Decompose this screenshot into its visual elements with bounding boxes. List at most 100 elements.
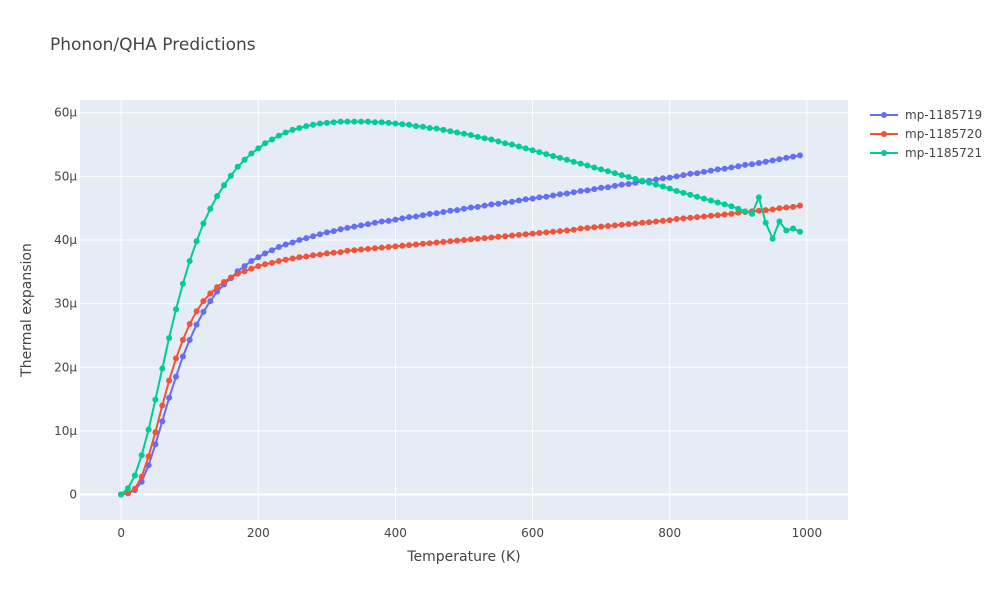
data-point — [721, 165, 728, 172]
data-point — [694, 193, 701, 200]
data-point — [515, 231, 522, 238]
data-point — [591, 224, 598, 231]
data-point — [701, 195, 707, 202]
legend-label: mp-1185720 — [905, 127, 982, 141]
data-point — [755, 207, 762, 214]
data-point — [358, 118, 365, 125]
data-point — [653, 181, 659, 188]
data-point — [488, 234, 495, 241]
data-point — [337, 226, 344, 233]
data-point — [563, 156, 570, 163]
data-point — [419, 123, 426, 130]
legend-item[interactable]: mp-1185720 — [870, 127, 982, 141]
data-point — [248, 258, 255, 264]
data-point — [337, 249, 344, 256]
data-point — [433, 239, 440, 246]
data-point — [138, 452, 145, 459]
data-point — [495, 138, 502, 145]
data-point — [639, 177, 646, 184]
data-point — [440, 209, 447, 215]
data-point — [557, 154, 563, 161]
data-point — [749, 210, 755, 217]
y-tick-label: 10µ — [54, 424, 77, 438]
data-point — [797, 152, 803, 159]
data-point — [639, 219, 646, 226]
data-point — [392, 120, 399, 127]
data-point — [481, 235, 488, 242]
data-point — [481, 135, 488, 142]
data-point — [543, 229, 550, 236]
series-mp-1185720 — [118, 202, 803, 498]
data-point — [618, 181, 625, 188]
data-point — [797, 202, 803, 209]
data-point — [289, 239, 296, 246]
data-point — [522, 196, 529, 203]
data-point — [605, 184, 611, 191]
data-point — [659, 217, 666, 224]
data-point — [584, 162, 591, 169]
data-point — [371, 245, 378, 252]
data-point — [371, 219, 378, 226]
data-point — [131, 485, 138, 492]
data-point — [653, 218, 659, 225]
data-point — [207, 205, 214, 212]
data-point — [269, 259, 275, 266]
data-point — [515, 197, 522, 204]
data-point — [234, 163, 241, 170]
data-point — [296, 125, 303, 131]
data-point — [330, 249, 337, 256]
data-point — [138, 473, 145, 480]
data-point — [509, 198, 515, 205]
data-point — [289, 126, 296, 133]
data-point — [550, 192, 557, 199]
data-point — [543, 193, 550, 200]
legend-item[interactable]: mp-1185721 — [870, 146, 982, 160]
data-point — [570, 189, 577, 196]
data-point — [611, 170, 618, 177]
data-point — [659, 175, 666, 182]
data-point — [131, 472, 138, 479]
data-point — [221, 279, 227, 285]
data-point — [529, 147, 536, 154]
data-point — [495, 200, 502, 207]
data-point — [152, 396, 159, 403]
data-point — [714, 166, 721, 173]
data-point — [426, 240, 433, 247]
legend[interactable]: mp-1185719 mp-1185720 mp-1185721 — [870, 108, 982, 160]
data-point — [125, 490, 131, 497]
data-point — [707, 197, 714, 204]
data-point — [461, 205, 467, 212]
data-point — [282, 256, 289, 263]
data-point — [461, 237, 467, 243]
data-point — [488, 201, 495, 208]
data-point — [419, 212, 426, 219]
data-point — [687, 214, 694, 221]
data-point — [755, 194, 762, 201]
legend-item[interactable]: mp-1185719 — [870, 108, 982, 122]
data-point — [166, 377, 173, 384]
data-point — [275, 244, 282, 250]
data-point — [797, 228, 803, 235]
data-point — [344, 118, 351, 125]
data-point — [406, 242, 413, 249]
data-point — [200, 308, 207, 315]
data-point — [262, 261, 269, 268]
data-point — [214, 288, 221, 295]
data-point — [783, 204, 790, 211]
data-point — [200, 220, 207, 227]
x-tick-label: 200 — [247, 526, 270, 540]
data-point — [365, 245, 371, 252]
data-point — [303, 123, 310, 130]
data-point — [687, 191, 694, 198]
data-point — [591, 164, 598, 171]
data-point — [159, 418, 166, 425]
data-point — [755, 160, 762, 166]
data-point — [673, 188, 680, 194]
y-axis-ticks: 0 10µ 20µ 30µ 40µ 50µ 60µ — [54, 106, 77, 502]
data-point — [680, 189, 687, 196]
data-point — [790, 203, 797, 210]
data-point — [454, 129, 461, 136]
data-point — [207, 290, 214, 297]
data-point — [303, 235, 310, 242]
data-point — [591, 186, 598, 193]
